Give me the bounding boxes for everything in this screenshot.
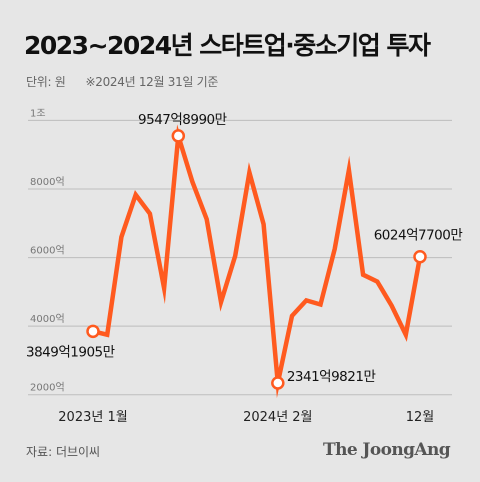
data-label: 2341억9821만 xyxy=(287,369,376,385)
date-note: ※2024년 12월 31일 기준 xyxy=(85,75,219,89)
data-point-marker xyxy=(271,376,285,390)
series-line xyxy=(92,124,423,399)
data-point-marker xyxy=(86,324,100,339)
data-label: 9547억8990만 xyxy=(138,112,227,128)
data-point-marker xyxy=(413,249,427,264)
y-tick-label: 6000억 xyxy=(30,245,65,257)
data-point-marker xyxy=(171,129,186,143)
data-label: 6024억7700만 xyxy=(374,228,463,244)
y-tick-label: 1조 xyxy=(30,108,46,119)
markers-layer xyxy=(86,129,427,390)
y-tick-label: 2000억 xyxy=(30,382,65,394)
unit-label: 단위: 원 xyxy=(26,75,66,89)
x-tick-label: 2024년 2월 xyxy=(243,410,312,425)
y-axis-ticks: 2000억 4000억 6000억 8000억 1조 xyxy=(30,108,65,393)
annotations-layer: 3849억1905만 9547억8990만 2341억9821만 6024억7700만 xyxy=(26,112,463,385)
y-tick-label: 8000억 xyxy=(30,176,65,188)
source-note: 자료: 더브이씨 xyxy=(26,445,101,459)
x-axis-ticks: 2023년 1월 2024년 2월 12월 xyxy=(58,410,434,425)
chart-title: 2023~2024년 스타트업·중소기업 투자 xyxy=(24,31,431,60)
y-tick-label: 4000억 xyxy=(30,313,65,325)
grid xyxy=(28,119,452,396)
brand-logo: The JoongAng xyxy=(323,440,451,460)
series-layer xyxy=(92,124,423,399)
x-tick-label: 12월 xyxy=(406,410,435,425)
x-tick-label: 2023년 1월 xyxy=(58,410,127,425)
unit-note: 단위: 원 ※2024년 12월 31일 기준 xyxy=(26,73,218,90)
data-label: 3849억1905만 xyxy=(26,344,115,360)
